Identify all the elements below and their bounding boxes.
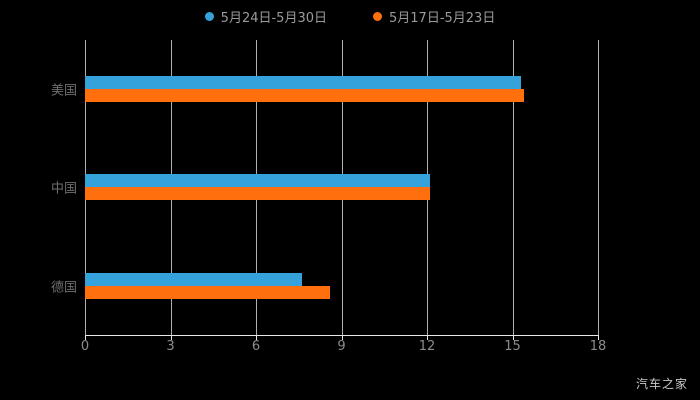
axis-tick-mark — [85, 335, 86, 340]
category-row: 美国 — [51, 40, 598, 138]
x-axis-tick-labels: 0 3 6 9 12 15 18 — [81, 339, 606, 359]
bar-pair — [85, 272, 598, 299]
bar-pair — [85, 174, 598, 201]
gridline — [598, 40, 599, 335]
legend-dot-icon — [373, 12, 382, 21]
category-label: 美国 — [50, 83, 77, 99]
axis-tick-mark — [170, 335, 172, 340]
category-row: 中国 — [51, 138, 598, 236]
bar-pair — [85, 76, 598, 103]
axis-tick-mark — [598, 335, 599, 340]
axis-tick-mark — [256, 335, 257, 340]
chart-legend: 5月24日-5月30日 5月17日-5月23日 — [0, 7, 700, 26]
x-tick-label: 6 — [251, 339, 261, 354]
bar-series-0-中国 — [85, 174, 430, 188]
legend-item-series-1[interactable]: 5月17日-5月23日 — [373, 7, 495, 26]
bar-series-1-美国 — [85, 89, 524, 103]
x-tick-label: 9 — [337, 339, 346, 354]
x-tick-label: 18 — [589, 339, 607, 354]
watermark: 汽车之家 — [635, 377, 688, 391]
category-label: 德国 — [50, 280, 77, 296]
legend-item-series-0[interactable]: 5月24日-5月30日 — [204, 7, 327, 26]
x-tick-label: 12 — [418, 339, 436, 354]
bar-series-1-中国 — [85, 187, 430, 201]
legend-label: 5月17日-5月23日 — [389, 11, 496, 26]
x-tick-label: 3 — [166, 339, 175, 354]
axis-tick-mark — [341, 335, 343, 340]
legend-label: 5月24日-5月30日 — [220, 11, 327, 26]
legend-dot-icon — [204, 12, 214, 21]
category-row: 德国 — [51, 237, 598, 335]
axis-tick-mark — [427, 335, 428, 340]
bar-series-1-德国 — [85, 285, 331, 299]
x-tick-label: 15 — [504, 339, 521, 354]
bar-series-0-美国 — [85, 76, 522, 90]
x-tick-label: 0 — [80, 339, 90, 354]
plot-area: 美国 中国 德国 — [51, 40, 599, 340]
category-label: 中国 — [50, 181, 77, 197]
bar-series-0-德国 — [85, 272, 302, 286]
gridline — [512, 40, 514, 335]
axis-tick-mark — [512, 335, 514, 340]
